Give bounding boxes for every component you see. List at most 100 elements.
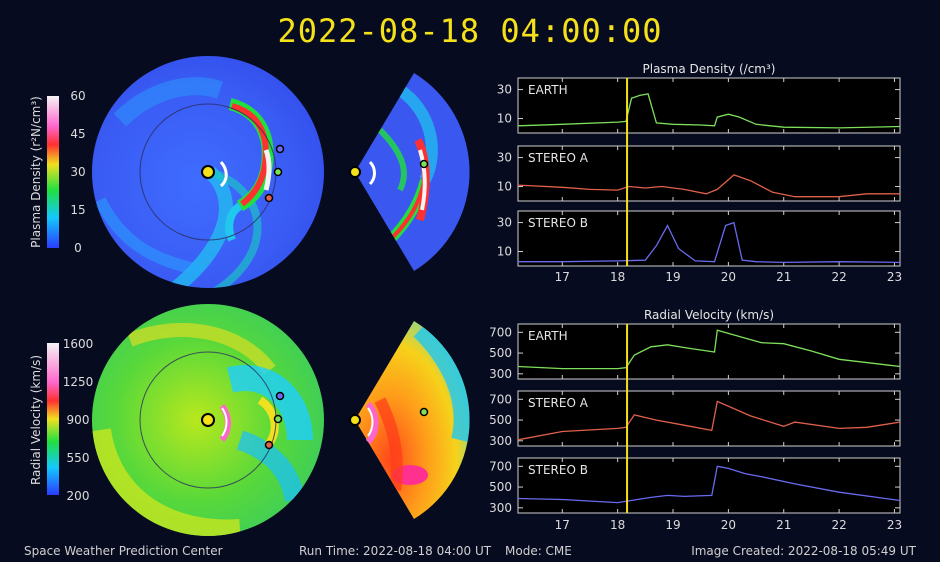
footer-image-created: Image Created: 2022-08-18 05:49 UT <box>691 544 916 558</box>
footer-center-name: Space Weather Prediction Center <box>24 544 223 558</box>
panel-label: STEREO B <box>528 216 588 230</box>
density-cone-earth-marker <box>419 159 429 169</box>
density-cone <box>355 73 470 271</box>
density-tick-15: 15 <box>70 203 85 217</box>
panel-stereo-b: 10 30 STEREO B <box>497 210 901 267</box>
x-tick-label: 18 <box>610 518 625 532</box>
y-tick-label: 30 <box>497 151 512 165</box>
density-colorbar: 60 45 30 15 0 Plasma Density (r²N/cm³) <box>29 89 86 255</box>
panel-frame <box>517 77 901 134</box>
panel-stereo-b: 300 500 700 STEREO B <box>489 457 901 515</box>
density-inner-cme <box>219 161 228 188</box>
velocity-colorbar: 1600 1250 900 550 200 Radial Velocity (k… <box>29 337 93 503</box>
x-tick-label: 21 <box>776 270 791 284</box>
footer-run-time: Run Time: 2022-08-18 04:00 UT <box>299 544 492 558</box>
density-meridional-map <box>349 73 470 271</box>
density-tick-45: 45 <box>70 127 85 141</box>
y-tick-label: 500 <box>489 480 512 494</box>
chart-title: Radial Velocity (km/s) <box>644 308 774 322</box>
series-line-stereo-b <box>517 465 901 504</box>
density-colorbar-label: Plasma Density (r²N/cm³) <box>29 96 43 248</box>
x-tick-label: 17 <box>555 270 570 284</box>
y-tick-label: 700 <box>489 392 512 406</box>
density-sun-marker <box>201 165 215 179</box>
x-tick-label: 23 <box>887 270 902 284</box>
panel-label: EARTH <box>528 329 568 343</box>
x-tick-label: 19 <box>665 270 680 284</box>
series-line-stereo-b <box>518 221 901 264</box>
x-tick-label: 21 <box>776 518 791 532</box>
chart-title: Plasma Density (/cm³) <box>643 62 776 76</box>
velocity-tick-900: 900 <box>67 413 90 427</box>
time-series-charts: Plasma Density (/cm³) 10 30 EARTH 10 30 STEREO… <box>489 62 902 532</box>
x-tick-label: 20 <box>721 270 736 284</box>
panel-label: STEREO A <box>528 396 589 410</box>
velocity-colorbar-gradient <box>47 343 59 495</box>
panel-stereo-a: 300 500 700 STEREO A <box>489 390 901 448</box>
velocity-inner-cme <box>219 404 231 442</box>
panel-label: STEREO B <box>528 463 588 477</box>
velocity-meridional-map <box>349 321 470 519</box>
panel-frame <box>517 390 901 447</box>
y-tick-label: 500 <box>489 346 512 360</box>
velocity-cone-sun-marker <box>349 414 361 426</box>
series-line-stereo-a <box>517 174 900 198</box>
panel-frame <box>517 457 901 514</box>
y-tick-label: 500 <box>489 413 512 427</box>
velocity-cone-inner-cme <box>365 401 379 445</box>
x-tick-label: 20 <box>721 518 736 532</box>
y-tick-label: 10 <box>497 112 512 126</box>
x-tick-label: 19 <box>665 518 680 532</box>
velocity-tick-200: 200 <box>67 489 90 503</box>
y-tick-label: 300 <box>489 501 512 515</box>
panel-label: STEREO A <box>528 151 589 165</box>
density-cone-sun-marker <box>349 166 361 178</box>
panel-stereo-a: 10 30 STEREO A <box>497 145 901 202</box>
density-tick-0: 0 <box>74 241 82 255</box>
series-line-stereo-a <box>517 400 901 441</box>
velocity-colorbar-label: Radial Velocity (km/s) <box>29 355 43 485</box>
x-tick-label: 23 <box>887 518 902 532</box>
y-tick-label: 300 <box>489 367 512 381</box>
y-tick-label: 30 <box>497 83 512 97</box>
density-earth-marker <box>273 167 283 177</box>
y-tick-label: 10 <box>497 180 512 194</box>
panel-earth: 300 500 700 EARTH <box>489 323 901 381</box>
x-tick-label: 22 <box>831 270 846 284</box>
velocity-tick-1600: 1600 <box>63 337 94 351</box>
panel-label: EARTH <box>528 83 568 97</box>
series-line-earth <box>517 93 901 129</box>
chart-plasma-density: Plasma Density (/cm³) 10 30 EARTH 10 30 STEREO… <box>497 62 902 284</box>
chart-radial-velocity: Radial Velocity (km/s) 300 500 700 EARTH 300 5… <box>489 308 902 532</box>
velocity-tick-1250: 1250 <box>63 375 94 389</box>
y-tick-label: 30 <box>497 216 512 230</box>
velocity-tick-550: 550 <box>67 451 90 465</box>
density-stereo-b-marker <box>275 144 285 154</box>
y-tick-label: 10 <box>497 245 512 259</box>
x-tick-label: 17 <box>555 518 570 532</box>
velocity-stereo-a-marker <box>264 440 274 450</box>
panel-earth: 10 30 EARTH <box>497 77 901 134</box>
timestamp-title: 2022-08-18 04:00:00 <box>277 12 663 50</box>
density-cone-inner-cme <box>368 160 376 186</box>
density-stereo-a-marker <box>264 193 274 203</box>
y-tick-label: 700 <box>489 325 512 339</box>
velocity-sun-marker <box>201 413 215 427</box>
velocity-stereo-b-marker <box>275 391 285 401</box>
density-tick-30: 30 <box>70 165 85 179</box>
density-ecliptic-map <box>92 56 324 288</box>
velocity-earth-marker <box>273 414 283 424</box>
x-tick-label: 18 <box>610 270 625 284</box>
velocity-cone-earth-marker <box>419 407 429 417</box>
y-tick-label: 700 <box>489 459 512 473</box>
x-tick-label: 22 <box>831 518 846 532</box>
density-colorbar-gradient <box>47 96 59 248</box>
footer-mode: Mode: CME <box>505 544 572 558</box>
series-line-earth <box>517 329 901 370</box>
y-tick-label: 300 <box>489 434 512 448</box>
density-tick-60: 60 <box>70 89 85 103</box>
velocity-ecliptic-map <box>92 304 324 536</box>
panel-frame <box>517 210 901 267</box>
